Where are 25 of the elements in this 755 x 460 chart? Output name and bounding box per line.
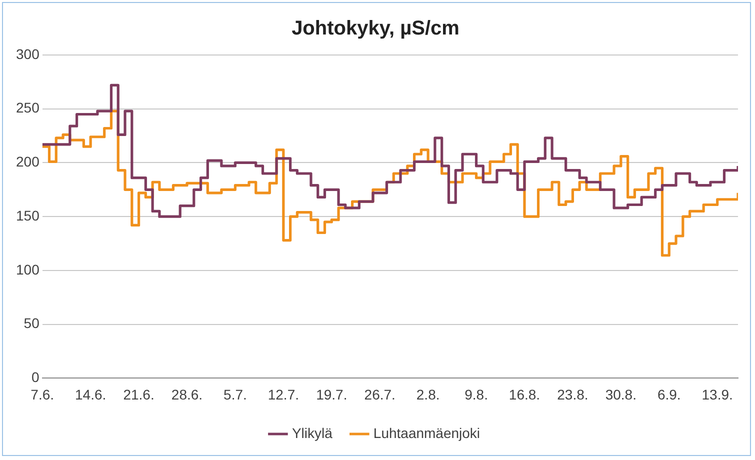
y-tick-label: 250 [16,100,40,116]
y-tick-label: 300 [16,46,40,62]
x-tick-label: 6.9. [657,386,681,402]
x-tick-label: 16.8. [508,386,540,402]
x-tick-label: 7.6. [30,386,54,402]
x-tick-label: 30.8. [605,386,636,402]
x-tick-label: 23.8. [557,386,588,402]
y-tick-label: 0 [32,369,40,386]
chart-title: Johtokyky, µS/cm [292,18,460,40]
x-tick-label: 14.6. [75,386,106,402]
y-tick-label: 150 [16,207,40,224]
x-tick-label: 13.9. [702,386,733,402]
y-tick-label: 200 [16,154,40,170]
x-tick-label: 12.7. [268,386,299,402]
x-tick-label: 9.8. [464,386,488,402]
legend-label: Ylikylä [292,424,333,441]
x-tick-label: 21.6. [123,386,154,402]
x-tick-label: 28.6. [171,386,203,402]
y-tick-label: 50 [24,315,40,332]
legend-label: Luhtaanmäenjoki [373,424,480,441]
x-tick-label: 5.7. [224,386,247,402]
x-tick-label: 26.7. [364,386,396,402]
y-tick-label: 100 [16,261,40,278]
x-tick-label: 2.8. [416,386,440,402]
x-tick-label: 19.7. [316,386,348,402]
